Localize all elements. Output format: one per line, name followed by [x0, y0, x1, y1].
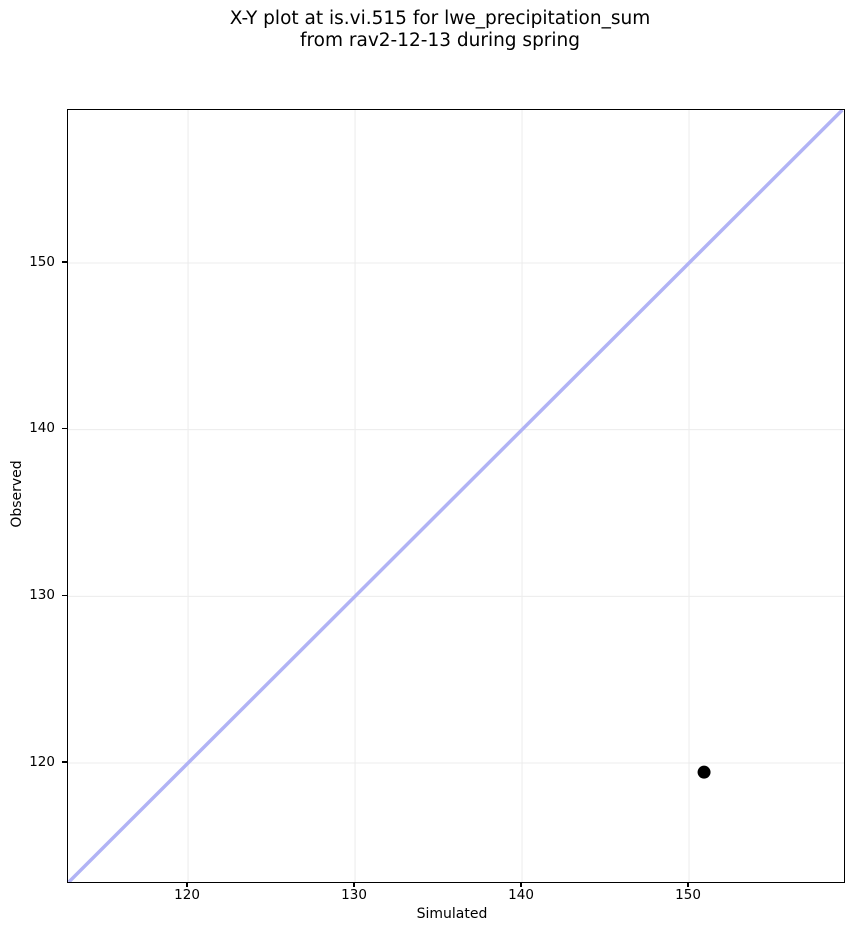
chart-title-line2: from rav2-12-13 during spring [299, 29, 581, 51]
y-axis-label: Observed [9, 460, 25, 528]
one-to-one-line [68, 110, 844, 882]
x-tick-label: 120 [174, 887, 200, 903]
x-tick-label: 150 [675, 887, 701, 903]
x-tick-label: 140 [508, 887, 534, 903]
x-tick-mark [687, 882, 689, 888]
plot-canvas [68, 110, 844, 882]
x-tick-mark [353, 882, 355, 888]
x-tick-mark [186, 882, 188, 888]
y-tick-mark [62, 428, 67, 430]
x-axis-label: Simulated [416, 906, 488, 922]
y-tick-label: 130 [29, 586, 55, 603]
y-tick-mark [62, 261, 67, 263]
plot-area [67, 109, 845, 883]
scatter-points [697, 765, 711, 779]
y-tick-label: 150 [29, 253, 55, 270]
gridlines [68, 110, 844, 882]
y-tick-mark [62, 761, 67, 763]
chart-title-line1: X-Y plot at is.vi.515 for lwe_precipitat… [229, 8, 651, 29]
y-tick-label: 140 [29, 420, 55, 437]
x-tick-label: 130 [341, 887, 367, 903]
x-tick-mark [520, 882, 522, 888]
y-tick-mark [62, 594, 67, 596]
y-tick-label: 120 [29, 753, 55, 770]
data-point [697, 765, 711, 779]
chart-title: X-Y plot at is.vi.515 for lwe_precipitat… [230, 8, 650, 51]
